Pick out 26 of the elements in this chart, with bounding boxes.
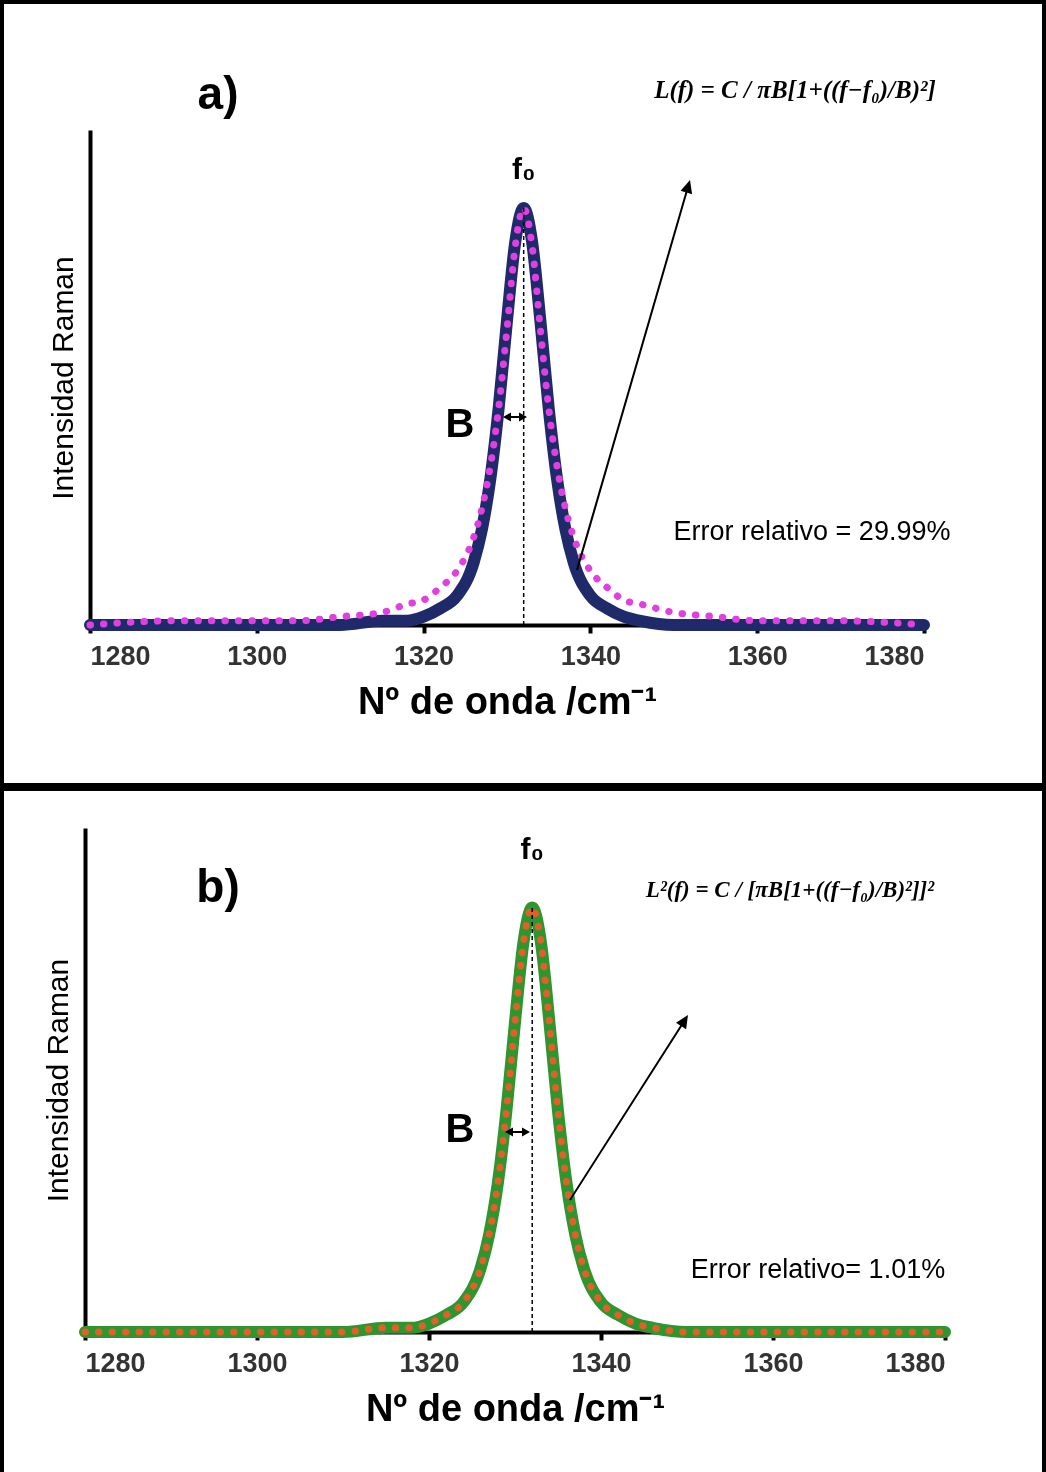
x-axis-title: Nº de onda /cm⁻¹ — [357, 679, 658, 722]
x-tick-label: 1380 — [885, 1347, 946, 1378]
annotation: b) — [196, 860, 240, 912]
ref-line-label: f₀ — [520, 832, 544, 865]
x-tick-label: 1380 — [864, 640, 925, 671]
y-axis-title: Intensidad Raman — [45, 256, 79, 500]
x-tick-label: 1360 — [727, 640, 788, 671]
annotation: Error relativo= 1.01% — [690, 1254, 946, 1284]
ref-line-label: f₀ — [511, 152, 536, 185]
annotation: Error relativo = 29.99% — [673, 516, 951, 546]
x-tick-label: 1340 — [560, 640, 621, 671]
text: a) — [197, 67, 239, 119]
text: L²(f) = C / [πB[1+((f−f₀)/B)²]]² — [644, 877, 936, 902]
x-tick-label: 1300 — [227, 640, 288, 671]
x-tick-label: 1340 — [571, 1347, 632, 1378]
x-tick-label: 1300 — [227, 1347, 288, 1378]
x-tick-label: 1280 — [85, 1347, 146, 1378]
x-tick-label: 1320 — [399, 1347, 460, 1378]
text: L(f) = C / πB[1+((f−f₀)/B)²] — [653, 76, 936, 104]
annotation: B — [445, 1106, 475, 1150]
x-tick-label: 1280 — [90, 640, 151, 671]
x-axis-title: Nº de onda /cm⁻¹ — [365, 1386, 666, 1429]
x-tick-label: 1360 — [743, 1347, 804, 1378]
annotation: B — [445, 401, 475, 445]
x-tick-label: 1320 — [394, 640, 455, 671]
y-axis-title: Intensidad Raman — [40, 958, 74, 1203]
